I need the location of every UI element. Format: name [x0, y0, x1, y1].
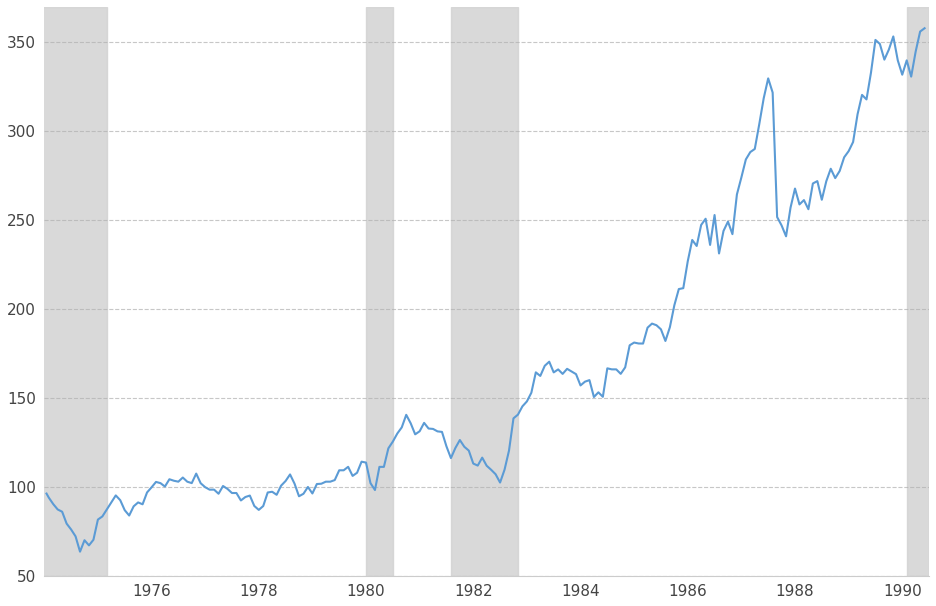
Bar — [907, 7, 929, 576]
Bar — [40, 7, 107, 576]
Bar — [451, 7, 518, 576]
Bar — [366, 7, 393, 576]
